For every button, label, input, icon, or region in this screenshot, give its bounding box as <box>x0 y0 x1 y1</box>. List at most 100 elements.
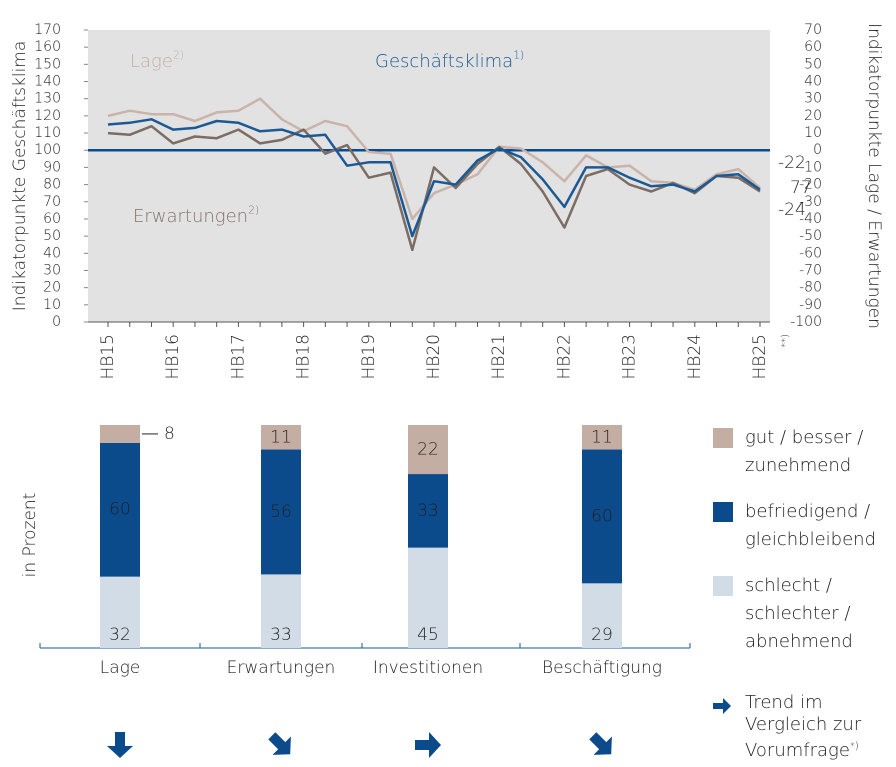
bar-segment <box>408 425 448 475</box>
x-tick-label: HB15 <box>98 334 118 380</box>
y2-tick-label: 30 <box>804 91 822 107</box>
value-label: 11 <box>270 427 292 447</box>
value-label: 60 <box>109 500 131 520</box>
y-tick-label: 170 <box>34 22 61 38</box>
y2-tick-label: 0 <box>813 142 822 158</box>
x-tick-label: Erwartungen <box>227 658 336 678</box>
y-tick-label: 0 <box>52 314 61 330</box>
legend-label: gut / besser / zunehmend <box>745 427 864 476</box>
trend-legend-sup: *) <box>849 741 859 752</box>
series-label-text: Geschäftsklima <box>375 51 513 72</box>
y-tick-label: 150 <box>34 56 61 72</box>
plot-background <box>88 30 770 322</box>
y2-tick-label: 60 <box>804 39 822 55</box>
value-label: 60 <box>591 506 613 526</box>
value-label: 33 <box>270 625 292 645</box>
end-value-label: -22 <box>778 153 806 173</box>
legend-swatch <box>713 502 733 522</box>
x-tick-label: HB16 <box>163 334 183 380</box>
y-tick-label: 120 <box>34 108 61 124</box>
legend-swatch <box>713 428 733 448</box>
y-tick-label: 160 <box>34 39 61 55</box>
y-tick-label: 80 <box>43 177 61 193</box>
bar-segment <box>100 425 140 443</box>
bar-segment <box>408 474 448 548</box>
y2-axis-label: Indikatorpunkte Lage / Erwartungen <box>864 23 884 329</box>
legend-label: schlecht / schlechter / abnehmend <box>745 575 853 652</box>
y2-tick-label: -10 <box>799 159 822 175</box>
value-label: 29 <box>591 625 613 645</box>
trend-legend-label: Trend im Vergleich zur Vorumfrage*) <box>745 692 875 762</box>
bar-segment <box>261 574 301 648</box>
y-tick-label: 50 <box>43 228 61 244</box>
y-tick-label: 20 <box>43 280 61 296</box>
value-label: 33 <box>417 501 439 521</box>
x-tick-label: HB21 <box>489 334 509 380</box>
x-tick-label: HB19 <box>359 334 379 380</box>
trend-arrow <box>268 732 291 755</box>
x-tick-label: HB22 <box>554 334 574 380</box>
y2-tick-label: 70 <box>804 22 822 38</box>
legend-trend-arrow <box>713 698 731 714</box>
trend-arrow <box>589 732 612 755</box>
bar-segment <box>582 449 622 584</box>
bar-segment <box>100 442 140 577</box>
y-tick-label: 90 <box>43 159 61 175</box>
y2-tick-label: -100 <box>790 314 822 330</box>
x-tick-label: HB23 <box>620 334 640 380</box>
y2-tick-label: 20 <box>804 108 822 124</box>
bar-segment <box>100 576 140 648</box>
series-label: Geschäftsklima1) <box>375 49 524 72</box>
x-tick-label: Investitionen <box>373 658 483 678</box>
value-label: 22 <box>417 440 439 460</box>
series-label-sup: 2) <box>248 204 259 217</box>
end-value-label: -24 <box>778 200 806 220</box>
value-label: 45 <box>417 625 439 645</box>
y-tick-label: 30 <box>43 262 61 278</box>
y-tick-label: 10 <box>43 297 61 313</box>
legend-label: befriedigend / gleichbleibend <box>745 501 877 550</box>
series-line <box>107 97 761 221</box>
y-tick-label: 130 <box>34 91 61 107</box>
series-label-text: Erwartungen <box>133 206 248 227</box>
y-tick-label: 60 <box>43 211 61 227</box>
legend-swatch <box>713 576 733 596</box>
x-tick-label: HB18 <box>294 334 314 380</box>
bar-segment <box>261 425 301 450</box>
y-tick-label: 100 <box>34 142 61 158</box>
series-label: Lage2) <box>130 49 184 72</box>
value-label: 32 <box>109 625 131 645</box>
x-tick-label: Beschäftigung <box>542 658 662 678</box>
y2-tick-label: 50 <box>804 56 822 72</box>
bar-segment <box>408 547 448 648</box>
x-note: **) <box>780 334 791 348</box>
y-tick-label: 140 <box>34 74 61 90</box>
y2-tick-label: -50 <box>799 228 822 244</box>
y-axis-label: in Prozent <box>20 493 40 578</box>
series-label-sup: 2) <box>173 49 184 62</box>
value-label: 11 <box>591 427 613 447</box>
y-tick-label: 70 <box>43 194 61 210</box>
y-axis-label: Indikatorpunkte Geschäftsklima <box>10 41 30 312</box>
series-line <box>107 124 761 252</box>
series-line <box>107 118 761 238</box>
trend-arrow <box>107 732 133 758</box>
y2-tick-label: 10 <box>804 125 822 141</box>
y2-tick-label: -60 <box>799 245 822 261</box>
series-label-text: Lage <box>130 51 173 72</box>
trend-legend-text: Trend im Vergleich zur Vorumfrage <box>745 692 862 761</box>
x-tick-label: HB24 <box>685 334 705 380</box>
y-tick-label: 110 <box>34 125 61 141</box>
bar-segment <box>582 583 622 648</box>
bar-segment <box>582 425 622 450</box>
trend-arrow <box>415 732 441 758</box>
series-label-sup: 1) <box>513 49 524 62</box>
y2-tick-label: -80 <box>799 280 822 296</box>
y-tick-label: 40 <box>43 245 61 261</box>
y2-tick-label: 40 <box>804 74 822 90</box>
y2-tick-label: -90 <box>799 297 822 313</box>
x-tick-label: Lage <box>100 658 141 678</box>
end-value-label: 77 <box>790 178 812 198</box>
